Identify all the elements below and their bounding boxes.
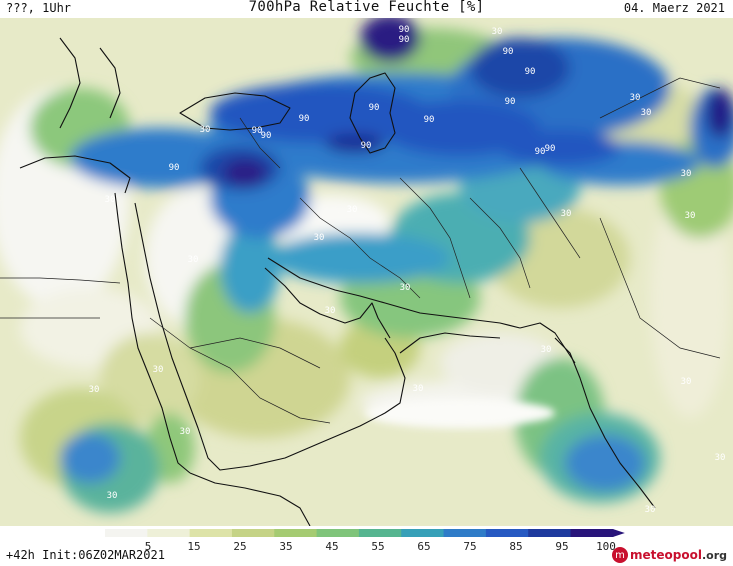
colorbar-segment [401,529,445,537]
colorbar-segment [485,529,529,537]
contour-label: 30 [188,255,199,265]
contour-label: 90 [505,97,516,107]
colorbar-segment [147,529,191,537]
valid-date: 04. Maerz 2021 [623,1,725,15]
colorbar [105,529,625,537]
colorbar-area: 5 15 25 35 45 55 65 75 85 95 100 +42h In… [0,526,733,566]
colorbar-tick: 95 [555,540,569,553]
country-borders [0,77,721,424]
contour-label: 90 [525,67,536,77]
colorbar-tick: 45 [325,540,339,553]
contour-label: 90 [399,25,410,35]
contour-label: 30 [630,93,641,103]
contour-label: 30 [314,233,325,243]
logo-text: meteopool [630,548,702,562]
contour-label: 30 [107,491,118,501]
contour-label: 30 [413,384,424,394]
contour-label: 30 [715,453,726,463]
contour-label: 90 [261,131,272,141]
colorbar-segment [570,529,614,537]
colorbar-segment [443,529,487,537]
map-title: 700hPa Relative Feuchte [%] [248,0,485,15]
contour-label: 30 [89,385,100,395]
coastlines [19,37,656,526]
contour-label: 30 [641,108,652,118]
contour-label: 90 [169,163,180,173]
contour-labels: 90 90 90 90 90 90 90 90 90 90 90 90 90 9… [89,25,726,515]
contour-label: 30 [541,345,552,355]
meteopool-logo-icon: m [612,547,628,563]
colorbar-tick: 5 [144,540,152,553]
contour-label: 30 [153,365,164,375]
colorbar-tick: 55 [371,540,385,553]
colorbar-tick: 15 [187,540,201,553]
contour-label: 90 [299,114,310,124]
colorbar-tick: 85 [509,540,523,553]
colorbar-segment [105,529,148,537]
colorbar-segment [231,529,275,537]
contour-label: 90 [535,147,546,157]
contour-label: 90 [399,35,410,45]
colorbar-tick: 35 [279,540,293,553]
colorbar-segment [316,529,360,537]
contour-label: 30 [180,427,191,437]
arabian-sea-dry-patch [365,399,555,427]
colorbar-segment [189,529,233,537]
contour-label: 30 [681,377,692,387]
contour-label: 30 [200,125,211,135]
colorbar-segment [528,529,572,537]
contour-label: 90 [252,126,263,136]
colorbar-tick: 100 [596,540,616,553]
map-header: ???, 1Uhr 700hPa Relative Feuchte [%] 04… [0,0,733,18]
contour-label: 30 [645,505,656,515]
humidity-map: 90 90 90 90 90 90 90 90 90 90 90 90 90 9… [0,18,733,526]
init-time-label: +42h Init:06Z02MAR2021 [6,548,165,562]
contour-label: 90 [361,141,372,151]
colorbar-tick: 75 [463,540,477,553]
contour-label: 30 [681,169,692,179]
contour-label: 30 [347,205,358,215]
contour-label: 90 [424,115,435,125]
contour-label: 90 [369,103,380,113]
meteopool-logo[interactable]: m meteopool .org [612,547,727,563]
logo-suffix: .org [701,548,727,562]
colorbar-tick: 25 [233,540,247,553]
contour-label: 30 [685,211,696,221]
contour-label: 90 [545,144,556,154]
contour-label: 30 [561,209,572,219]
colorbar-arrow [612,529,625,537]
colorbar-segment [274,529,318,537]
contour-label: 30 [400,283,411,293]
colorbar-segment [358,529,402,537]
contour-label: 30 [492,27,503,37]
contour-label: 30 [105,195,116,205]
colorbar-tick: 65 [417,540,431,553]
contour-label: 30 [325,306,336,316]
forecast-day-label: ???, 1Uhr [6,1,72,15]
contour-label: 90 [503,47,514,57]
